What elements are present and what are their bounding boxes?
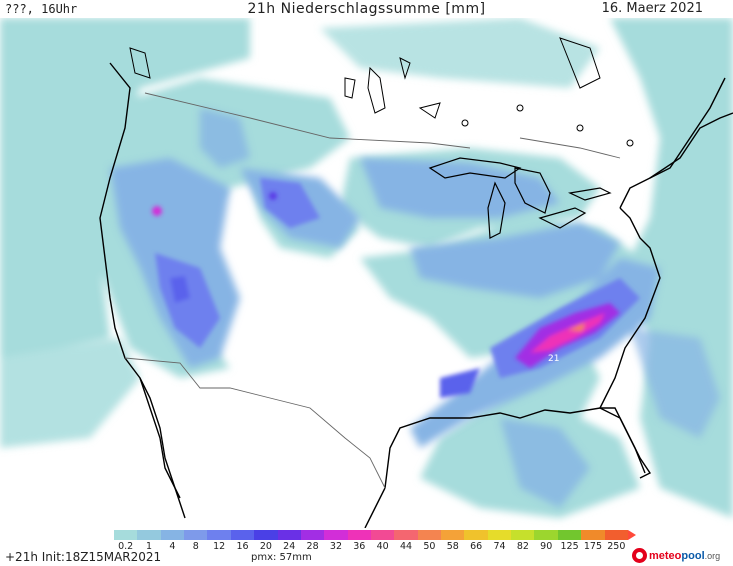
colorbar-swatch	[324, 530, 348, 540]
colorbar-arrow-icon	[628, 530, 636, 540]
peak-value-label: 21	[548, 354, 559, 364]
max-precip-label: pmx: 57mm	[251, 552, 312, 563]
colorbar-swatch	[441, 530, 465, 540]
precipitation-map: 21	[0, 18, 733, 528]
colorbar-tick-label: 58	[446, 541, 459, 552]
colorbar-swatch	[394, 530, 418, 540]
colorbar-tick-label: 8	[192, 541, 199, 552]
colorbar-swatch	[160, 530, 185, 540]
colorbar-tick-label: 175	[583, 541, 603, 552]
northern-lakes	[129, 37, 634, 147]
colorbar-swatch	[277, 530, 301, 540]
colorbar-tick-label: 1	[146, 541, 153, 552]
national-borders	[124, 92, 621, 489]
colorbar-tick-label: 40	[376, 541, 389, 552]
colorbar-tick-label: 0.2	[118, 541, 134, 552]
colorbar-swatch	[370, 530, 395, 540]
colorbar-swatch	[511, 530, 535, 540]
colorbar-swatch	[604, 530, 628, 540]
forecast-date: 16. Maerz 2021	[601, 1, 703, 16]
colorbar-tick-label: 24	[283, 541, 296, 552]
map-title: 21h Niederschlagssumme [mm]	[247, 1, 486, 17]
colorbar-tick-label: 16	[236, 541, 249, 552]
coastlines	[99, 62, 733, 528]
colorbar-swatch	[557, 530, 582, 540]
colorbar-swatch	[534, 530, 558, 540]
colorbar-swatch	[300, 530, 325, 540]
colorbar-swatch	[464, 530, 488, 540]
colorbar-swatch	[207, 530, 231, 540]
colorbar-swatch	[581, 530, 605, 540]
colorbar-tick-label: 12	[213, 541, 226, 552]
colorbar-swatch	[230, 530, 255, 540]
colorbar-swatch	[254, 530, 278, 540]
colorbar-tick-label: 4	[169, 541, 176, 552]
meteopool-logo[interactable]: meteopool.org	[632, 548, 720, 563]
colorbar-tick-label: 82	[516, 541, 529, 552]
precipitation-colorbar	[114, 530, 628, 540]
colorbar-swatch	[137, 530, 161, 540]
forecast-time-label: ???, 16Uhr	[5, 2, 78, 16]
colorbar-tick-label: 20	[259, 541, 272, 552]
colorbar-tick-label: 74	[493, 541, 506, 552]
colorbar-tick-label: 28	[306, 541, 319, 552]
meteopool-logo-text: meteopool.org	[649, 549, 721, 562]
colorbar-swatch	[487, 530, 512, 540]
colorbar-swatch	[184, 530, 208, 540]
colorbar-tick-label: 125	[560, 541, 579, 552]
colorbar-tick-label: 50	[423, 541, 436, 552]
colorbar-tick-label: 90	[540, 541, 553, 552]
colorbar-swatch	[417, 530, 442, 540]
colorbar-tick-label: 36	[353, 541, 366, 552]
colorbar-tick-label: 250	[607, 541, 626, 552]
great-lakes	[428, 157, 612, 239]
meteopool-logo-icon	[632, 548, 647, 563]
colorbar-tick-label: 44	[399, 541, 413, 552]
colorbar-labels: 0.2 1 4 8 12 16 20 24 28 32 36 40 44 50 58 66 74 82 90 125 1…	[114, 541, 628, 553]
colorbar-swatch	[347, 530, 371, 540]
model-run-info: +21h Init:18Z15MAR2021	[5, 550, 162, 564]
precip-core	[152, 192, 620, 368]
colorbar-tick-label: 32	[329, 541, 342, 552]
colorbar-tick-label: 66	[470, 541, 483, 552]
colorbar-swatch	[114, 530, 138, 540]
